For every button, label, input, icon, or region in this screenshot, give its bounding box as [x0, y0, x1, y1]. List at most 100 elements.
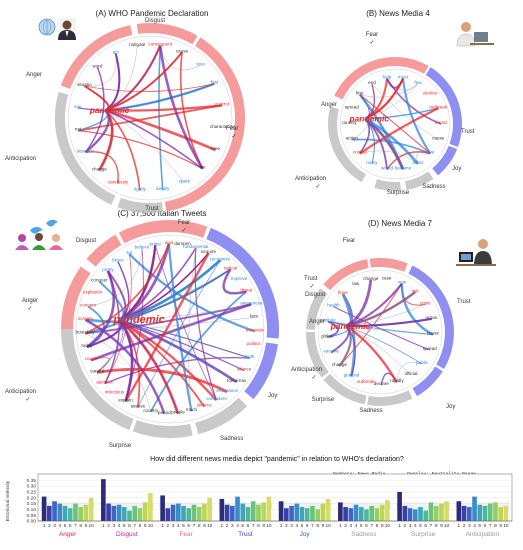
media-id-label: 10: [148, 523, 154, 529]
media-id-label: 1: [339, 523, 342, 529]
word-chord: [118, 319, 251, 359]
media-id-label: 5: [478, 523, 481, 529]
network-word: change: [332, 362, 348, 367]
category-label: Fear: [179, 531, 193, 538]
checkmark-icon: ✓: [231, 134, 236, 140]
network-word: first: [356, 90, 364, 95]
emotion-arc: [164, 37, 245, 212]
bar: [121, 507, 127, 521]
word-chord: [86, 319, 123, 349]
network-word: vaccine: [323, 349, 339, 354]
media-id-label: 3: [290, 523, 293, 529]
bar: [261, 502, 266, 521]
media-id-label: 4: [58, 523, 61, 529]
bar: [83, 504, 89, 521]
bar: [299, 507, 305, 521]
bar: [175, 503, 181, 521]
word-chord: [96, 367, 228, 394]
word-chord: [364, 83, 376, 120]
emotion-label-fear: Fear: [343, 238, 355, 244]
panel-c-title: (C) 37,500 Italian Tweets: [118, 209, 207, 218]
media-id-label: 8: [79, 523, 82, 529]
word-chord: [105, 109, 185, 183]
network-word: people: [171, 410, 185, 415]
network-word: meet: [398, 75, 409, 80]
word-chord: [346, 291, 416, 327]
emotion-label-trust: Trust: [457, 299, 471, 305]
checkmark-icon: ✓: [315, 184, 320, 190]
network-word: situatio: [77, 82, 92, 87]
bar: [196, 507, 202, 521]
word-chord: [77, 109, 109, 132]
bar: [88, 497, 94, 521]
bar: [224, 504, 230, 521]
media-id-label: 10: [88, 523, 94, 529]
people-group-icon: [15, 233, 63, 250]
emotion-label-joy: Joy: [446, 404, 455, 410]
bar: [207, 497, 212, 521]
media-id-label: 5: [360, 523, 363, 529]
desktop-user-icon: [456, 239, 496, 266]
panel-d-title: (D) News Media 7: [368, 219, 433, 228]
media-id-label: 9: [322, 523, 325, 529]
highlight-word: pandemic: [348, 114, 389, 124]
emotion-label-trust: Trust: [304, 276, 318, 282]
network-word: deeply: [156, 186, 170, 191]
bar: [364, 509, 369, 521]
word-chord: [365, 83, 419, 119]
bar: [47, 505, 52, 521]
word-chord: [118, 259, 221, 322]
bar: [294, 503, 300, 521]
network-word: believe: [135, 245, 150, 250]
bar: [343, 507, 348, 521]
bar: [67, 508, 73, 521]
network-word: consistent: [206, 396, 227, 401]
media-id-label: 7: [193, 523, 196, 529]
media-id-label: 9: [440, 523, 443, 529]
bar: [101, 479, 106, 521]
emotion-label-anger: Anger: [309, 319, 325, 325]
bar-chart-ylabel: Emotional Intensity: [5, 480, 11, 521]
network-word: improve: [231, 276, 248, 281]
bar: [379, 504, 385, 521]
panel-d-chord-diagram: change casenewriskcrisisorgancausespreadp…: [291, 238, 471, 414]
network-word: question: [96, 380, 114, 385]
media-id-label: 8: [376, 523, 379, 529]
network-word: cause: [427, 331, 440, 336]
media-id-label: 6: [424, 523, 427, 529]
media-id-label: 5: [241, 523, 244, 529]
media-id-label: 3: [112, 523, 115, 529]
network-word: consequent: [148, 42, 172, 47]
media-id-label: 3: [172, 523, 175, 529]
media-id-label: 9: [203, 523, 206, 529]
neutrality-overlay: [218, 502, 273, 510]
media-id-label: 3: [349, 523, 352, 529]
network-word: outbreak: [429, 104, 448, 109]
bar: [73, 503, 78, 521]
word-chord: [346, 317, 432, 328]
emotion-arc: [374, 179, 401, 191]
word-chord: [222, 268, 247, 295]
network-word: country: [341, 120, 357, 125]
emotion-label-surprise: Surprise: [109, 443, 132, 449]
media-id-label: 2: [463, 523, 466, 529]
media-id-label: 2: [226, 523, 229, 529]
bar: [165, 508, 171, 521]
network-word: word: [93, 63, 103, 68]
word-chord: [105, 109, 141, 191]
media-id-label: 10: [503, 523, 509, 529]
bar: [439, 503, 444, 521]
y-tick-label: 0.35: [27, 478, 37, 484]
word-chord: [359, 150, 419, 165]
media-id-label: 5: [419, 523, 422, 529]
bar: [482, 505, 488, 521]
media-id-label: 10: [385, 523, 391, 529]
media-id-label: 4: [118, 523, 121, 529]
emotion-label-fear: Fear: [178, 220, 190, 226]
bar: [62, 505, 68, 521]
media-id-label: 8: [257, 523, 260, 529]
word-chord: [125, 248, 144, 402]
media-id-label: 2: [167, 523, 170, 529]
word-chord: [365, 107, 439, 120]
emotion-arc: [327, 106, 366, 183]
